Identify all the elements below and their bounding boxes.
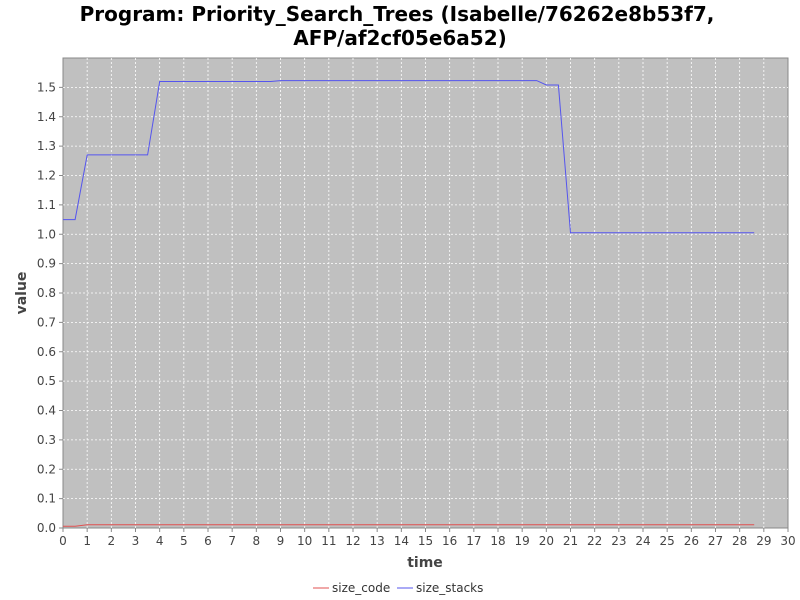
y-tick-label: 1.1 <box>37 198 56 212</box>
x-tick-label: 13 <box>370 534 385 548</box>
x-tick-label: 18 <box>490 534 505 548</box>
x-axis-label: time <box>407 555 443 571</box>
legend: size_code size_stacks <box>313 581 483 595</box>
series-lines <box>63 80 755 527</box>
x-tick-label: 24 <box>635 534 650 548</box>
y-tick-labels: 0.0 0.1 0.2 0.3 0.4 0.5 0.6 0.7 0.8 0.9 1.0 1.1 1.2 1… <box>37 80 56 535</box>
x-tick-label: 21 <box>563 534 578 548</box>
series-line-size-code <box>63 524 755 527</box>
x-tick-label: 17 <box>466 534 481 548</box>
x-tick-label: 23 <box>611 534 626 548</box>
x-tick-label: 28 <box>732 534 747 548</box>
axes <box>59 86 789 532</box>
x-tick-labels: 0 1 2 3 4 5 6 7 8 9 10 11 12 13 14 15 16 17 18 19 20 21 22 23 24… <box>59 534 795 548</box>
x-tick-label: 3 <box>132 534 140 548</box>
grid-lines <box>63 58 788 528</box>
y-tick-label: 0.0 <box>37 521 56 535</box>
y-tick-label: 0.2 <box>37 462 56 476</box>
y-tick-label: 1.4 <box>37 110 56 124</box>
chart-title-line-1: Program: Priority_Search_Trees (Isabelle… <box>80 2 715 26</box>
x-tick-label: 16 <box>442 534 457 548</box>
x-tick-label: 9 <box>277 534 285 548</box>
x-tick-label: 14 <box>394 534 409 548</box>
x-tick-label: 6 <box>204 534 212 548</box>
legend-label-size-stacks: size_stacks <box>416 581 483 595</box>
y-axis-label: value <box>14 272 30 315</box>
x-tick-label: 1 <box>83 534 91 548</box>
x-tick-label: 0 <box>59 534 67 548</box>
y-tick-label: 0.4 <box>37 404 56 418</box>
legend-label-size-code: size_code <box>332 581 390 595</box>
chart-title-line-2: AFP/af2cf05e6a52) <box>293 26 507 50</box>
x-tick-label: 11 <box>321 534 336 548</box>
x-tick-label: 27 <box>708 534 723 548</box>
y-tick-label: 0.9 <box>37 257 56 271</box>
y-tick-label: 0.1 <box>37 492 56 506</box>
x-tick-label: 30 <box>780 534 795 548</box>
y-tick-label: 0.5 <box>37 374 56 388</box>
x-tick-label: 5 <box>180 534 188 548</box>
x-tick-label: 20 <box>539 534 554 548</box>
x-tick-label: 10 <box>297 534 312 548</box>
x-tick-label: 4 <box>156 534 164 548</box>
x-tick-label: 2 <box>108 534 116 548</box>
y-tick-label: 1.3 <box>37 139 56 153</box>
series-line-size-stacks <box>63 80 755 234</box>
y-tick-label: 1.2 <box>37 169 56 183</box>
x-tick-label: 12 <box>345 534 360 548</box>
x-tick-label: 7 <box>228 534 236 548</box>
x-tick-label: 29 <box>756 534 771 548</box>
y-tick-label: 1.0 <box>37 227 56 241</box>
x-tick-label: 8 <box>253 534 261 548</box>
x-tick-label: 19 <box>515 534 530 548</box>
x-tick-label: 26 <box>684 534 699 548</box>
x-tick-label: 22 <box>587 534 602 548</box>
y-tick-label: 0.8 <box>37 286 56 300</box>
y-tick-label: 0.6 <box>37 345 56 359</box>
y-tick-label: 0.3 <box>37 433 56 447</box>
y-tick-label: 0.7 <box>37 315 56 329</box>
x-tick-label: 15 <box>418 534 433 548</box>
x-tick-label: 25 <box>660 534 675 548</box>
y-tick-label: 1.5 <box>37 80 56 94</box>
